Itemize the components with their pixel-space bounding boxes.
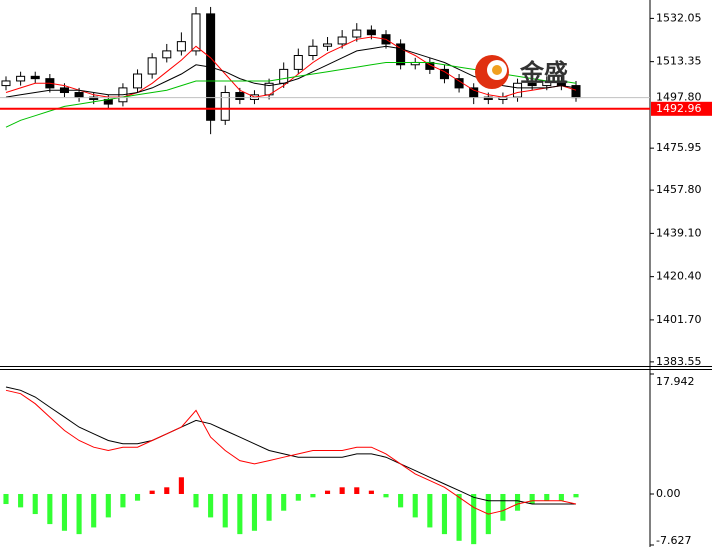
histogram-bar xyxy=(61,493,68,531)
candle-body xyxy=(220,92,230,121)
y-tick-label: 1532.05 xyxy=(656,11,702,24)
candle-body xyxy=(308,45,318,57)
current-price-label: 1497.80 xyxy=(656,91,702,104)
histogram-bar xyxy=(383,493,389,498)
histogram-bar xyxy=(471,493,477,545)
histogram-bar xyxy=(237,493,243,535)
histogram-bar xyxy=(544,493,550,501)
histogram-bar xyxy=(529,493,535,505)
histogram-bar xyxy=(295,493,301,501)
y-tick-label: 1401.70 xyxy=(656,313,702,326)
indicator-line xyxy=(5,389,577,515)
y-tick-label: 1513.35 xyxy=(656,55,702,68)
histogram-bar xyxy=(324,490,331,494)
candle-body xyxy=(396,43,406,66)
y-tick-label: 0.00 xyxy=(656,487,681,500)
histogram-bar xyxy=(514,493,521,511)
histogram-bar xyxy=(222,493,228,528)
histogram-bar xyxy=(368,490,374,494)
histogram-bar xyxy=(47,493,53,525)
histogram-bar xyxy=(178,477,184,494)
histogram-bar xyxy=(354,487,360,494)
histogram-bar xyxy=(76,493,82,535)
histogram-bar xyxy=(164,487,170,494)
histogram-bar xyxy=(149,490,155,494)
candle-body xyxy=(527,82,537,87)
candle-body xyxy=(279,68,289,84)
logo: 金盛 xyxy=(475,55,568,89)
candle-body xyxy=(176,41,186,52)
histogram-bar xyxy=(441,493,448,535)
y-tick-label: 1475.95 xyxy=(656,141,702,154)
histogram-bar xyxy=(558,493,564,501)
histogram-bar xyxy=(120,493,126,508)
candle-body xyxy=(293,55,303,70)
candle-body xyxy=(74,92,84,98)
histogram-bar xyxy=(310,493,316,498)
histogram-bar xyxy=(193,493,199,508)
y-tick-label: -7.627 xyxy=(656,534,691,547)
candle-body xyxy=(235,92,245,100)
histogram-bar xyxy=(208,493,214,518)
candle-body xyxy=(16,75,26,82)
indicator-line xyxy=(5,36,577,98)
candle-body xyxy=(352,29,362,38)
candle-body xyxy=(469,87,479,98)
candle-body xyxy=(191,13,201,52)
y-tick-label: 1457.80 xyxy=(656,183,702,196)
histogram-bar xyxy=(573,493,579,498)
candle-body xyxy=(366,29,376,36)
candle-body xyxy=(162,50,172,59)
histogram-bar xyxy=(281,493,287,511)
histogram-bar xyxy=(134,493,141,501)
candle-body xyxy=(30,75,40,80)
y-tick-label: 17.942 xyxy=(656,375,695,388)
histogram-bar xyxy=(251,493,258,531)
histogram-bar xyxy=(32,493,38,515)
histogram-bar xyxy=(339,487,345,494)
candle-body xyxy=(147,57,157,75)
histogram-bar xyxy=(398,493,404,508)
current-price-tag xyxy=(651,91,711,104)
candle-body xyxy=(133,73,143,89)
y-tick-label: 1420.40 xyxy=(656,270,702,283)
candle-body xyxy=(1,80,11,87)
logo-mark xyxy=(492,65,502,75)
level-tag xyxy=(651,101,712,116)
histogram-bar xyxy=(18,493,24,508)
watermark: 金盛 xyxy=(519,59,568,87)
histogram-bar xyxy=(105,493,111,518)
candle-body xyxy=(337,36,347,45)
histogram-bar xyxy=(500,493,506,521)
y-tick-label: 1383.55 xyxy=(656,355,702,368)
histogram-bar xyxy=(266,493,272,521)
candle-body xyxy=(323,43,333,47)
histogram-bar xyxy=(91,493,97,528)
level-label: 1492.96 xyxy=(656,102,702,115)
y-tick-label: 1439.10 xyxy=(656,226,702,239)
histogram-bar xyxy=(412,493,418,518)
histogram-bar xyxy=(427,493,433,528)
histogram-bar xyxy=(456,493,462,541)
histogram-bar xyxy=(3,493,9,505)
